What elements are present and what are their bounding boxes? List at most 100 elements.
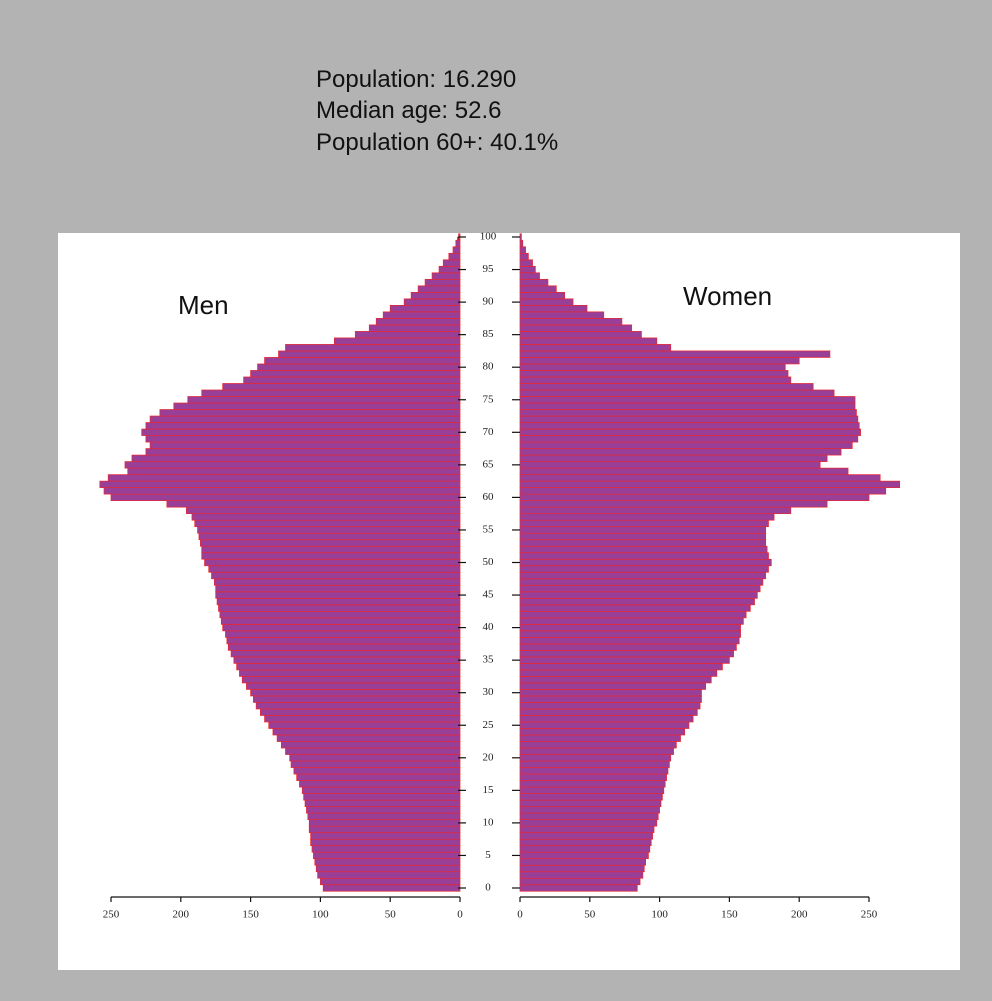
bar [124, 461, 461, 469]
bar [519, 858, 646, 866]
bar [276, 734, 461, 742]
bar [285, 344, 461, 352]
bar [519, 597, 755, 606]
bar [519, 493, 870, 502]
bar [519, 584, 761, 593]
bar [289, 754, 461, 762]
bar [519, 650, 734, 658]
bar [403, 298, 461, 306]
bar [253, 695, 461, 703]
x-tick-label: 0 [457, 909, 463, 921]
bar [519, 298, 574, 306]
bar [519, 643, 737, 651]
bar [293, 767, 461, 775]
bar [303, 793, 461, 801]
bar [519, 350, 831, 358]
legend-label: Men [178, 290, 229, 320]
bar [131, 454, 461, 462]
bar [257, 363, 461, 371]
bar [198, 532, 461, 541]
bar [107, 474, 461, 482]
bar [299, 780, 461, 788]
bar [519, 871, 644, 879]
bar [519, 389, 835, 397]
bar [519, 259, 533, 267]
bar [442, 259, 461, 267]
legend-label: Women [683, 281, 772, 311]
x-tick-label: 100 [651, 909, 668, 921]
bar [519, 747, 674, 755]
y-tick-label: 100 [480, 231, 497, 243]
bar [317, 871, 461, 879]
bar [519, 552, 769, 560]
bar [519, 637, 740, 645]
bar [519, 278, 549, 287]
annotation: Population 60+: 40.1% [316, 129, 558, 156]
bar [438, 265, 461, 274]
bar [194, 519, 461, 528]
bar [389, 305, 461, 313]
bar [519, 578, 764, 586]
bar [519, 884, 638, 892]
bar [201, 389, 461, 397]
bar [519, 422, 860, 430]
bar [191, 513, 461, 521]
bar [519, 806, 660, 814]
bar [197, 526, 461, 534]
bar [519, 715, 694, 723]
bar [382, 311, 461, 319]
bar [290, 760, 461, 768]
bar [227, 643, 461, 651]
bar [519, 799, 662, 807]
bar [519, 558, 772, 567]
bar [127, 467, 461, 475]
bar [519, 396, 856, 404]
x-tick-label: 150 [242, 909, 259, 921]
bar [519, 663, 723, 671]
bar [285, 747, 461, 755]
bar [519, 454, 828, 462]
bar [306, 806, 461, 814]
bar [519, 812, 659, 820]
bar [99, 480, 461, 488]
bar [243, 376, 461, 384]
bar [519, 363, 786, 371]
bar [201, 552, 461, 560]
bar [218, 604, 461, 612]
bar [519, 630, 741, 638]
plot-area [58, 233, 960, 970]
bar [519, 773, 667, 781]
bar [519, 623, 741, 632]
bar [226, 637, 461, 645]
bar [519, 383, 814, 391]
bar [222, 383, 461, 391]
bar [519, 441, 853, 449]
y-tick-label: 45 [483, 589, 495, 601]
bar [519, 428, 861, 436]
bar [452, 246, 461, 254]
bar [264, 715, 461, 723]
bar [519, 415, 859, 423]
bar [519, 877, 641, 886]
bar [519, 291, 566, 300]
bar [304, 799, 461, 807]
annotation: Median age: 52.6 [316, 97, 501, 124]
bar [236, 663, 461, 671]
bar [250, 689, 461, 697]
y-tick-label: 55 [483, 523, 495, 535]
bar [310, 832, 461, 840]
y-tick-label: 90 [483, 296, 495, 308]
bar [260, 708, 461, 716]
bar [250, 370, 461, 378]
bar [519, 506, 792, 515]
bar [311, 845, 461, 853]
bar [268, 721, 461, 729]
y-tick-label: 15 [483, 784, 495, 796]
bar [519, 545, 768, 554]
x-tick-label: 250 [103, 909, 120, 921]
y-tick-label: 85 [483, 328, 495, 340]
y-tick-label: 95 [483, 263, 495, 275]
bar [255, 702, 461, 710]
bar [204, 558, 461, 567]
